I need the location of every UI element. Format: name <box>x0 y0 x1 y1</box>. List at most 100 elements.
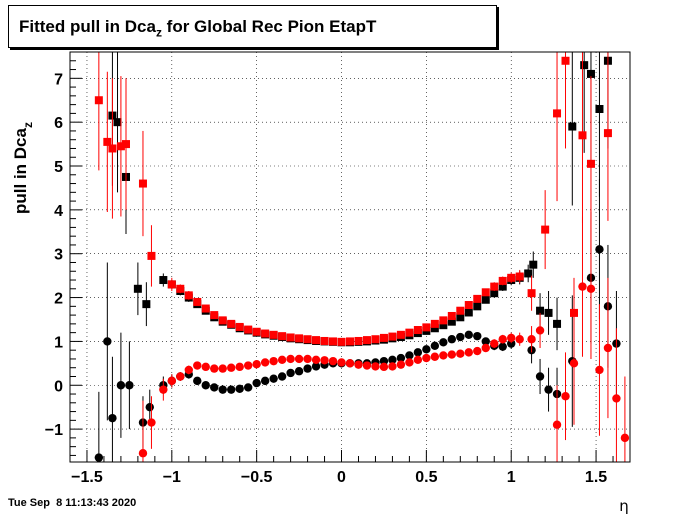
y-axis-label-sub: z <box>21 122 35 128</box>
data-point-square <box>586 159 595 168</box>
data-point-square <box>447 311 456 320</box>
data-point-circle <box>286 354 295 364</box>
data-point-square <box>210 311 219 320</box>
data-point-square <box>303 335 312 344</box>
data-point-square <box>244 325 253 334</box>
data-point-circle <box>252 360 261 369</box>
data-point-square <box>108 144 117 153</box>
chart-title-subscript: z <box>155 25 162 40</box>
data-point-square <box>456 313 465 322</box>
data-point-square <box>473 302 482 311</box>
data-point-circle <box>595 365 604 375</box>
series-2 <box>94 52 612 348</box>
data-point-circle <box>303 354 312 364</box>
data-point-square <box>116 142 125 151</box>
y-tick-label: 7 <box>54 71 63 88</box>
data-point-square <box>464 301 473 310</box>
data-point-circle <box>294 354 304 364</box>
data-point-square <box>541 225 550 234</box>
data-point-circle <box>535 326 545 335</box>
data-point-circle <box>439 351 448 360</box>
timestamp: Tue Sep 8 11:13:43 2020 <box>8 497 137 509</box>
data-point-circle <box>227 385 236 394</box>
data-point-circle <box>552 420 562 429</box>
data-point-circle <box>260 376 270 386</box>
data-point-square <box>371 335 380 344</box>
data-point-square <box>337 337 346 346</box>
data-point-circle <box>544 385 553 394</box>
data-point-square <box>481 295 490 304</box>
data-point-circle <box>145 402 154 412</box>
data-point-circle <box>620 433 630 443</box>
data-point-circle <box>269 374 278 383</box>
data-point-square <box>553 319 562 328</box>
data-point-circle <box>176 372 185 381</box>
data-point-circle <box>277 355 287 365</box>
chart-title-suffix: for Global Rec Pion EtapT <box>161 17 377 36</box>
data-point-circle <box>320 356 329 365</box>
x-tick-label: 1.5 <box>585 469 607 486</box>
data-point-circle <box>447 350 457 359</box>
data-point-circle <box>473 346 482 356</box>
data-point-circle <box>252 378 261 388</box>
data-point-square <box>113 118 122 127</box>
plot-frame <box>69 51 631 463</box>
x-tick-label: 1 <box>507 469 516 486</box>
data-point-square <box>362 336 371 345</box>
data-point-square <box>536 306 545 315</box>
data-point-square <box>498 282 507 291</box>
data-point-square <box>227 319 236 328</box>
data-point-square <box>218 316 227 325</box>
data-point-square <box>201 304 210 313</box>
data-point-square <box>329 337 338 346</box>
data-point-square <box>103 137 112 146</box>
data-point-circle <box>515 335 524 344</box>
data-point-square <box>561 56 570 65</box>
series-0 <box>108 52 612 351</box>
y-tick-label: 1 <box>54 334 63 351</box>
data-point-circle <box>595 245 604 254</box>
y-tick-label: 0 <box>54 378 63 395</box>
chart-title: Fitted pull in Dcaz for Global Rec Pion … <box>8 5 497 48</box>
x-tick-label: 0 <box>337 469 346 486</box>
data-point-circle <box>201 381 210 390</box>
data-point-square <box>413 326 422 335</box>
data-point-circle <box>535 372 545 381</box>
y-tick-label: 5 <box>54 159 63 176</box>
data-point-square <box>159 276 168 285</box>
data-point-circle <box>405 358 414 367</box>
data-point-circle <box>116 381 126 390</box>
axis-tick-labels: −1.5 −1 −0.5 0 0.5 1 1.5 −1 0 1 2 3 4 5 6 7 <box>45 71 608 486</box>
data-point-circle <box>218 385 227 394</box>
data-point-circle <box>413 355 423 365</box>
data-point-circle <box>464 330 473 340</box>
y-tick-label: 2 <box>54 291 63 308</box>
data-point-circle <box>210 383 219 392</box>
data-point-circle <box>138 449 148 458</box>
data-point-square <box>422 323 431 332</box>
data-point-square <box>346 337 354 346</box>
data-point-circle <box>277 372 287 381</box>
chart-title-main: Fitted pull in Dca <box>19 17 156 36</box>
data-point-circle <box>481 337 490 346</box>
x-tick-label: −1 <box>163 469 181 486</box>
data-point-square <box>176 284 185 293</box>
data-point-circle <box>294 367 304 376</box>
y-tick-label: −1 <box>45 422 63 439</box>
data-point-circle <box>603 343 613 353</box>
data-point-square <box>142 300 151 309</box>
data-point-square <box>490 289 499 298</box>
data-point-square <box>527 289 536 298</box>
data-point-circle <box>193 361 202 370</box>
data-point-circle <box>586 284 596 293</box>
data-point-circle <box>422 353 431 363</box>
data-point-circle <box>388 355 397 365</box>
data-point-circle <box>569 359 579 368</box>
data-point-square <box>524 269 533 278</box>
data-point-circle <box>235 362 244 372</box>
data-point-circle <box>527 335 536 344</box>
data-point-circle <box>311 355 321 365</box>
data-point-square <box>586 69 595 78</box>
data-point-circle <box>227 363 236 372</box>
data-point-circle <box>362 361 372 370</box>
